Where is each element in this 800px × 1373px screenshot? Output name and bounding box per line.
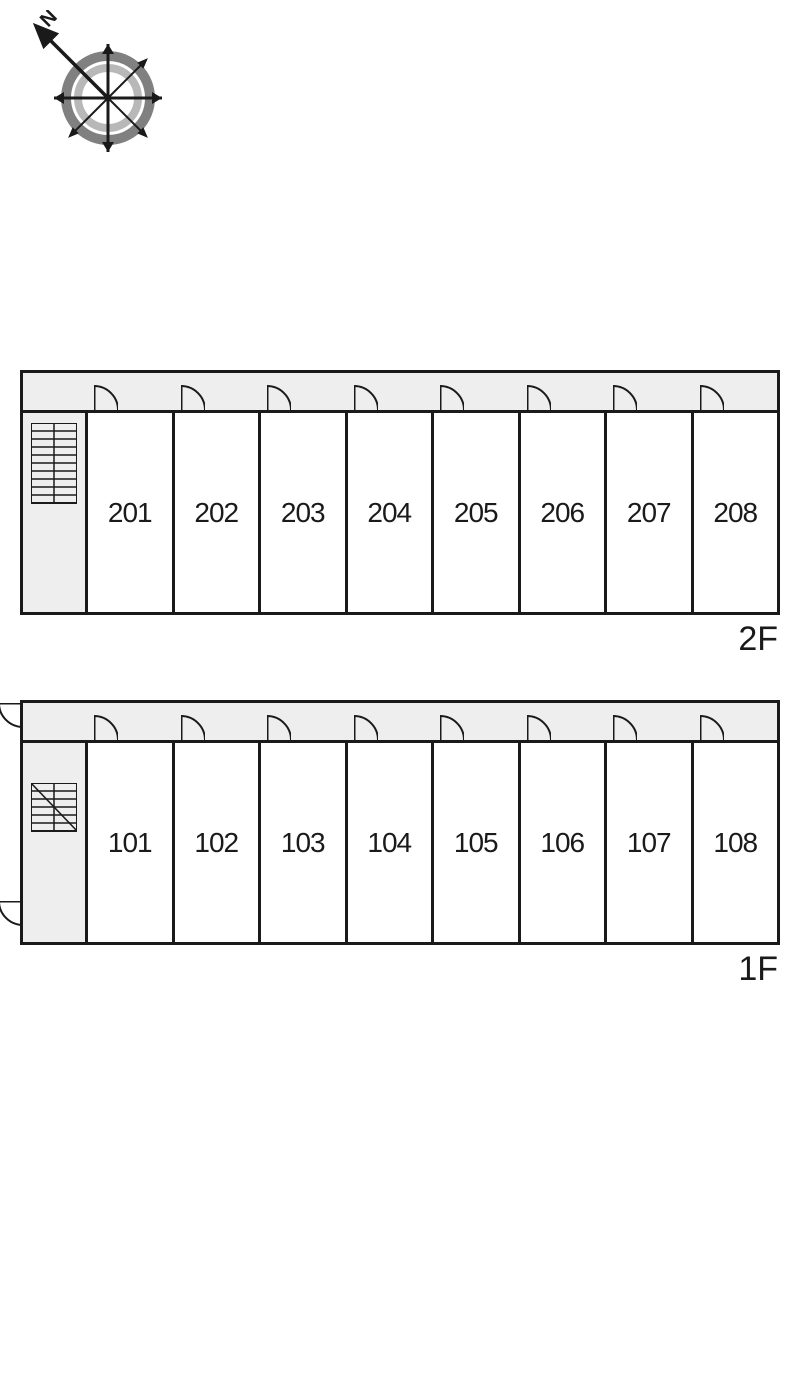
unit-103: 103 (258, 743, 345, 942)
door-icon (354, 703, 378, 740)
door-icon (613, 373, 637, 410)
door-icon (267, 703, 291, 740)
door-icon (440, 373, 464, 410)
corridor-2f (23, 373, 777, 413)
exterior-door-icon (0, 703, 23, 731)
door-icon (527, 703, 551, 740)
unit-104: 104 (345, 743, 432, 942)
unit-201: 201 (85, 413, 172, 612)
unit-label: 108 (713, 827, 757, 859)
floor-label-1f: 1F (738, 950, 778, 989)
door-icon (181, 703, 205, 740)
unit-105: 105 (431, 743, 518, 942)
unit-label: 106 (540, 827, 584, 859)
unit-206: 206 (518, 413, 605, 612)
corridor-1f (23, 703, 777, 743)
exterior-door-icon (0, 901, 23, 929)
unit-207: 207 (604, 413, 691, 612)
door-icon (354, 373, 378, 410)
floor-plan-2f: 201 202 203 204 205 206 (20, 370, 780, 615)
door-icon (94, 373, 118, 410)
unit-label: 104 (367, 827, 411, 859)
units-row-1f: 101 102 103 104 105 106 (85, 743, 777, 942)
unit-label: 201 (108, 497, 152, 529)
unit-label: 207 (627, 497, 671, 529)
door-icon (527, 373, 551, 410)
unit-label: 204 (367, 497, 411, 529)
stair-area-1f (23, 743, 85, 942)
stairs-icon (31, 423, 77, 513)
door-icon (440, 703, 464, 740)
unit-205: 205 (431, 413, 518, 612)
unit-101: 101 (85, 743, 172, 942)
door-icon (94, 703, 118, 740)
unit-label: 205 (454, 497, 498, 529)
unit-108: 108 (691, 743, 778, 942)
door-icon (700, 373, 724, 410)
floor-label-2f: 2F (738, 620, 778, 659)
unit-106: 106 (518, 743, 605, 942)
unit-label: 107 (627, 827, 671, 859)
unit-label: 202 (194, 497, 238, 529)
unit-label: 103 (281, 827, 325, 859)
units-row-2f: 201 202 203 204 205 206 (85, 413, 777, 612)
stair-area-2f (23, 413, 85, 612)
unit-label: 203 (281, 497, 325, 529)
unit-107: 107 (604, 743, 691, 942)
unit-label: 206 (540, 497, 584, 529)
door-icon (181, 373, 205, 410)
unit-204: 204 (345, 413, 432, 612)
unit-label: 101 (108, 827, 152, 859)
unit-label: 105 (454, 827, 498, 859)
unit-label: 102 (194, 827, 238, 859)
floor-plan-1f: 101 102 103 104 105 106 (20, 700, 780, 945)
stairs-icon (31, 783, 77, 843)
unit-202: 202 (172, 413, 259, 612)
unit-208: 208 (691, 413, 778, 612)
unit-102: 102 (172, 743, 259, 942)
unit-label: 208 (713, 497, 757, 529)
door-icon (700, 703, 724, 740)
compass-rose: N (20, 10, 180, 175)
door-icon (613, 703, 637, 740)
unit-203: 203 (258, 413, 345, 612)
door-icon (267, 373, 291, 410)
